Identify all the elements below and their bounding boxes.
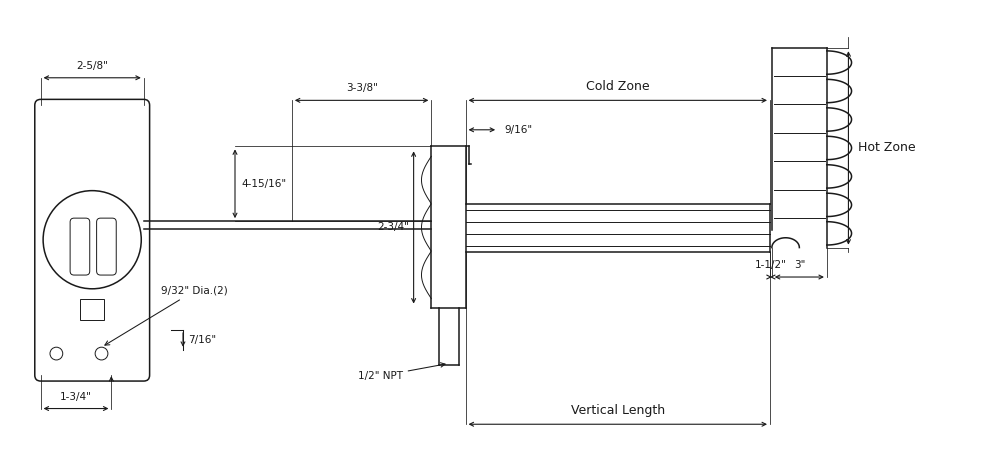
- Text: 1/2" NPT: 1/2" NPT: [358, 363, 445, 381]
- Text: 9/32" Dia.(2): 9/32" Dia.(2): [105, 286, 228, 345]
- Text: 3-3/8": 3-3/8": [346, 84, 378, 94]
- Text: 2-3/4": 2-3/4": [377, 222, 409, 233]
- Text: 1-1/2": 1-1/2": [755, 260, 787, 270]
- Text: Vertical Length: Vertical Length: [571, 405, 665, 417]
- FancyBboxPatch shape: [97, 218, 116, 275]
- Text: 2-5/8": 2-5/8": [76, 61, 108, 71]
- Text: 4-15/16": 4-15/16": [242, 179, 287, 189]
- Text: Cold Zone: Cold Zone: [586, 81, 650, 94]
- FancyBboxPatch shape: [35, 99, 150, 381]
- Text: 9/16": 9/16": [504, 125, 532, 135]
- Text: 3": 3": [794, 260, 805, 270]
- FancyBboxPatch shape: [70, 218, 90, 275]
- Bar: [80, 299, 104, 320]
- Text: Hot Zone: Hot Zone: [858, 141, 916, 154]
- Text: 7/16": 7/16": [188, 335, 216, 345]
- Text: 1-3/4": 1-3/4": [60, 392, 92, 402]
